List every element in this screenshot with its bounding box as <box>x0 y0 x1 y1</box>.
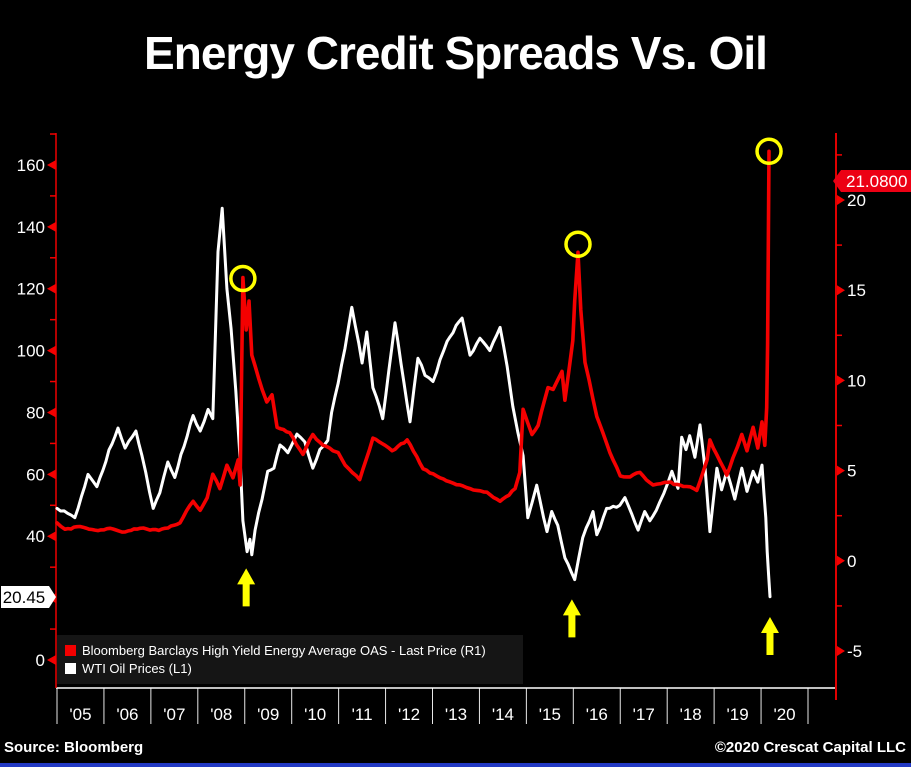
year-label: '10 <box>304 705 326 724</box>
left-axis-tick-label: 120 <box>17 280 45 299</box>
year-label: '09 <box>257 705 279 724</box>
year-label: '07 <box>163 705 185 724</box>
left-axis-major-tick <box>47 407 56 418</box>
right-axis-major-tick <box>837 465 845 476</box>
right-axis-tick-label: 20 <box>847 191 866 210</box>
hy-energy-oas-line <box>55 149 771 534</box>
wti-legend-swatch <box>65 663 76 674</box>
right-axis-tick-label: -5 <box>847 642 862 661</box>
year-label: '16 <box>586 705 608 724</box>
year-label: '11 <box>352 705 373 724</box>
left-axis-major-tick <box>47 283 56 294</box>
source-attribution: Source: Bloomberg <box>4 739 144 756</box>
wti-last-price-tag-shape <box>1 586 56 608</box>
left-axis-tick-label: 80 <box>26 403 45 422</box>
highlight-circle <box>564 230 592 258</box>
legend-row-oas: Bloomberg Barclays High Yield Energy Ave… <box>65 643 523 658</box>
highlight-circle <box>229 264 257 293</box>
highlight-circle <box>755 137 783 166</box>
year-label: '17 <box>633 705 655 724</box>
left-axis-tick-label: 160 <box>17 156 45 175</box>
year-label: '06 <box>116 705 138 724</box>
left-axis-major-tick <box>47 159 56 170</box>
year-label: '13 <box>445 705 467 724</box>
year-label: '08 <box>210 705 232 724</box>
year-label: '05 <box>69 705 91 724</box>
page-title: Energy Credit Spreads Vs. Oil <box>144 27 768 79</box>
right-axis-tick-label: 5 <box>847 462 856 481</box>
wti-last-price-tag: 20.45 <box>1 586 56 608</box>
legend: Bloomberg Barclays High Yield Energy Ave… <box>57 635 523 684</box>
year-label: '15 <box>539 705 561 724</box>
wti-last-price-value: 20.45 <box>3 588 46 607</box>
wti-legend-label: WTI Oil Prices (L1) <box>82 661 192 676</box>
left-axis-major-tick <box>47 345 56 356</box>
annotations-layer <box>229 137 783 655</box>
copyright-text: ©2020 Crescat Capital LLC <box>714 739 906 756</box>
oas-last-price-value: 21.0800 <box>846 172 907 191</box>
right-axis-tick-label: 10 <box>847 371 866 390</box>
year-label: '18 <box>680 705 702 724</box>
year-label: '12 <box>398 705 420 724</box>
oas-legend-swatch <box>65 645 76 656</box>
year-label: '14 <box>492 705 514 724</box>
left-axis-tick-label: 0 <box>36 651 45 670</box>
right-axis-major-tick <box>837 285 845 296</box>
up-arrow-marker <box>562 599 581 638</box>
up-arrow-marker <box>237 568 256 607</box>
series-layer <box>55 149 772 599</box>
right-axis-major-tick <box>837 646 845 656</box>
right-axis-major-tick <box>837 195 845 205</box>
legend-row-wti: WTI Oil Prices (L1) <box>65 661 523 676</box>
left-axis-major-tick <box>47 531 56 542</box>
oas-last-price-tag-shape <box>833 170 911 192</box>
right-axis-major-tick <box>837 555 845 566</box>
left-axis-tick-label: 40 <box>26 527 45 546</box>
left-axis-major-tick <box>47 221 56 232</box>
right-axis-tick-label: 0 <box>847 552 856 571</box>
up-arrow-marker <box>760 616 779 655</box>
left-axis-tick-label: 140 <box>17 218 45 237</box>
left-axis-major-tick <box>47 655 56 665</box>
right-axis-tick-label: 15 <box>847 281 866 300</box>
left-axis-major-tick <box>47 469 56 480</box>
year-label: '20 <box>773 705 795 724</box>
oas-legend-label: Bloomberg Barclays High Yield Energy Ave… <box>82 643 486 658</box>
wti-oil-price-line <box>55 206 772 599</box>
left-axis-tick-label: 100 <box>17 342 45 361</box>
left-axis-tick-label: 60 <box>26 465 45 484</box>
oas-last-price-tag: 21.0800 <box>833 170 911 192</box>
axes-layer: '05 '06 '07 '08 '09 '10 '11 '12 '13 '14 '15 '16 '17 '… <box>17 133 866 724</box>
right-axis-major-tick <box>837 375 845 386</box>
footer-accent-bar <box>0 763 911 767</box>
year-label: '19 <box>727 705 749 724</box>
